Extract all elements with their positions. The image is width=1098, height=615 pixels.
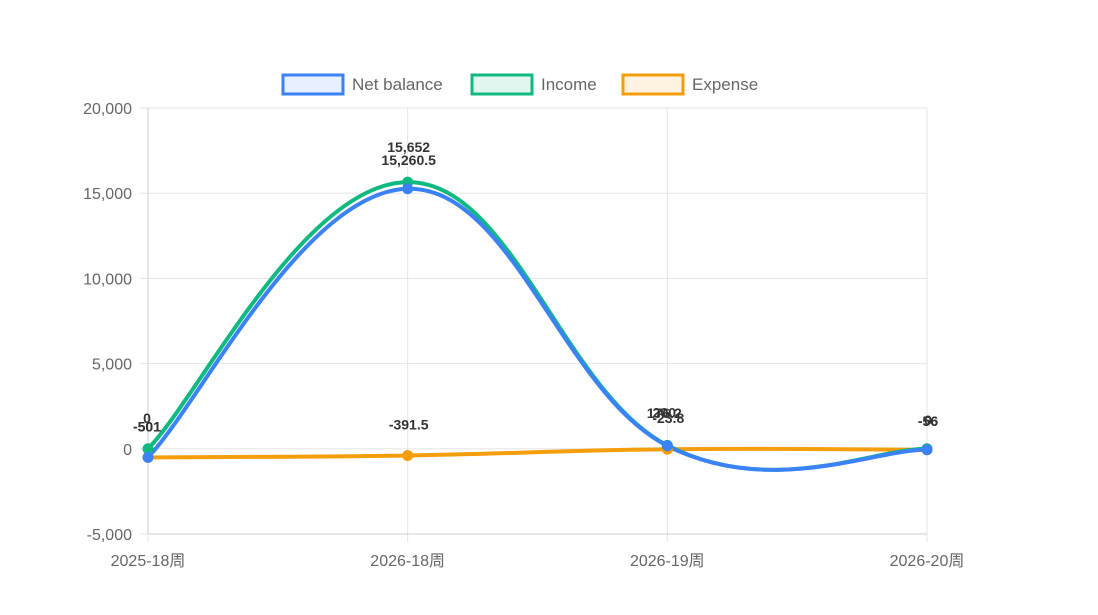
series-lines bbox=[146, 180, 929, 472]
data-points bbox=[142, 176, 933, 463]
data-label: 15,260.5 bbox=[381, 152, 436, 168]
data-label: -56 bbox=[918, 413, 938, 429]
y-tick-label: 0 bbox=[123, 442, 132, 459]
data-label: -501 bbox=[133, 418, 161, 434]
x-tick-label: 2026-20周 bbox=[890, 553, 965, 570]
legend-label-expense[interactable]: Expense bbox=[692, 75, 758, 94]
data-point-net-balance[interactable] bbox=[921, 444, 933, 456]
data-label: -56 bbox=[918, 413, 938, 429]
data-label: -23.8 bbox=[652, 410, 684, 426]
legend-swatch-income[interactable] bbox=[470, 73, 534, 96]
data-label: 0 bbox=[924, 412, 932, 428]
series-line-expense bbox=[146, 446, 929, 460]
legend-label-income[interactable]: Income bbox=[541, 75, 597, 94]
data-label: 200 bbox=[653, 404, 677, 420]
series-line-net-balance bbox=[146, 186, 929, 472]
grid-lines bbox=[140, 107, 928, 542]
legend-swatch-net-balance[interactable] bbox=[281, 73, 345, 96]
data-label: -391.5 bbox=[389, 416, 429, 432]
data-point-net-balance[interactable] bbox=[142, 451, 154, 463]
y-tick-label: 15,000 bbox=[83, 186, 132, 203]
x-tick-label: 2025-18周 bbox=[111, 553, 186, 570]
x-tick-label: 2026-19周 bbox=[630, 553, 705, 570]
legend-label-net-balance[interactable]: Net balance bbox=[352, 75, 443, 94]
axes: 20,000 15,000 10,000 5,000 0 -5,000 2025-18周 20… bbox=[83, 101, 964, 570]
y-tick-label: 10,000 bbox=[83, 271, 132, 288]
data-label: -501 bbox=[133, 418, 161, 434]
legend[interactable]: Net balance Income Expense bbox=[281, 73, 758, 96]
data-point-net-balance[interactable] bbox=[661, 440, 673, 452]
y-tick-label: 20,000 bbox=[83, 101, 132, 118]
series-line-income bbox=[146, 180, 929, 472]
data-label: 0 bbox=[143, 410, 151, 426]
data-label: 176.2 bbox=[647, 405, 682, 421]
data-point-net-balance[interactable] bbox=[402, 183, 414, 195]
data-label: 15,652 bbox=[387, 139, 430, 155]
y-tick-label: 5,000 bbox=[92, 357, 132, 374]
legend-swatch-expense[interactable] bbox=[621, 73, 685, 96]
data-point-expense[interactable] bbox=[402, 449, 414, 461]
x-tick-label: 2026-18周 bbox=[370, 553, 445, 570]
y-tick-label: -5,000 bbox=[87, 527, 132, 544]
